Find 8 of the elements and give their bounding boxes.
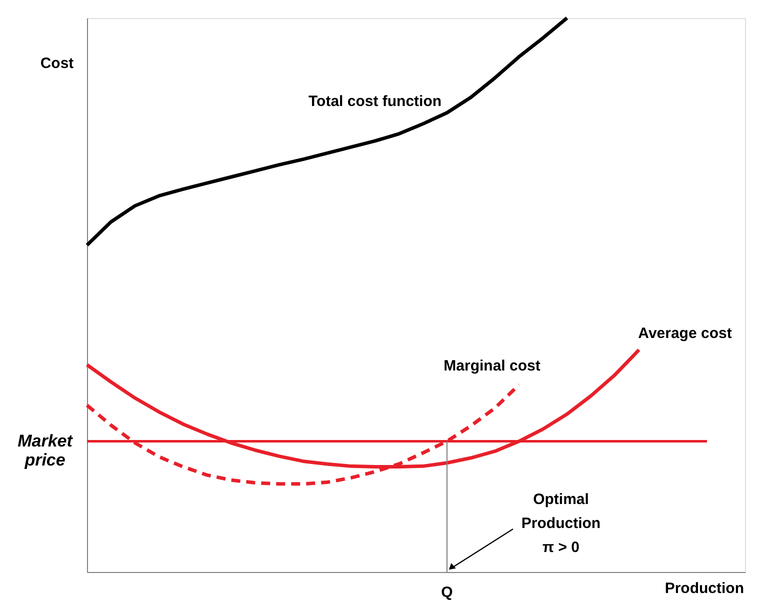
series-label: Average cost [638, 324, 732, 342]
y-axis-title: Cost [40, 55, 74, 72]
text: Q [441, 584, 454, 601]
series-label: Marginal cost [444, 358, 540, 375]
ref-line-label: Market price [18, 431, 74, 470]
series-label: Total cost function [308, 92, 442, 110]
annotation: Optimal Production π > 0 [521, 491, 601, 556]
x-axis-title: Production [664, 580, 744, 597]
